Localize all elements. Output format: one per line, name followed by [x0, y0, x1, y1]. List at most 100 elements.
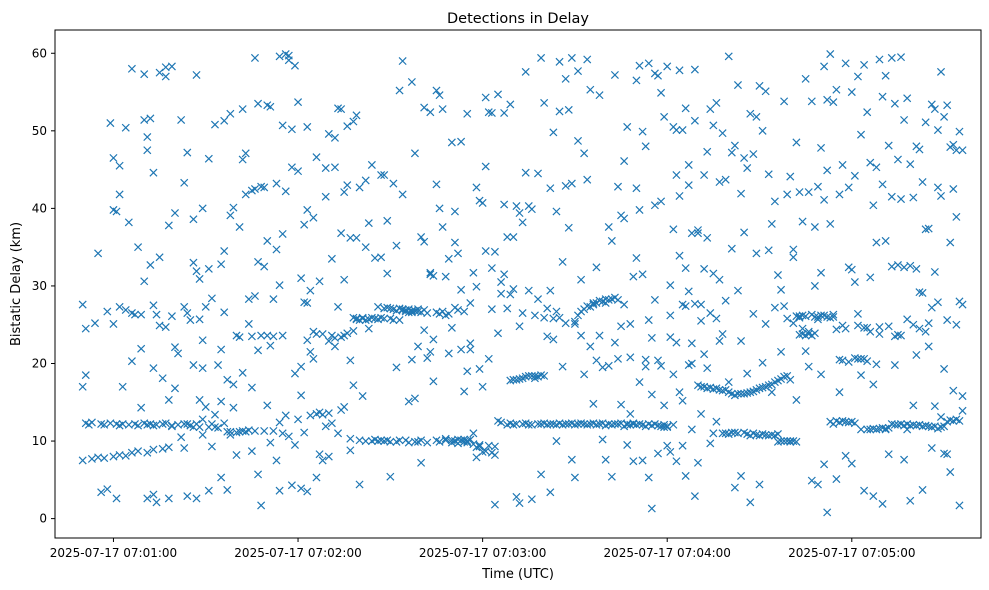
data-point [853, 309, 862, 318]
data-point [450, 207, 459, 216]
data-point [777, 437, 786, 446]
data-point [383, 303, 392, 312]
data-point [718, 386, 727, 395]
data-point [552, 207, 561, 216]
data-point [180, 419, 189, 429]
data-point [161, 72, 170, 81]
data-point [724, 52, 733, 61]
data-point [952, 320, 961, 329]
data-point [220, 308, 229, 317]
data-point [758, 358, 767, 367]
data-point [309, 213, 318, 222]
data-point [860, 60, 869, 69]
data-point [626, 319, 635, 328]
data-point [121, 451, 130, 460]
data-point [721, 175, 730, 184]
data-point [377, 436, 386, 445]
data-point [940, 364, 949, 373]
data-point [841, 324, 850, 333]
data-point [887, 262, 896, 271]
data-point [567, 53, 576, 62]
x-tick-label: 2025-07-17 07:02:00 [234, 546, 361, 560]
data-point [601, 295, 610, 304]
data-point [936, 67, 946, 76]
data-point [435, 91, 444, 100]
data-point [860, 323, 869, 332]
data-point [447, 138, 456, 147]
data-point [506, 290, 515, 299]
data-point [573, 136, 583, 145]
data-point [346, 434, 355, 443]
data-point [817, 311, 826, 320]
data-point [349, 326, 358, 335]
data-point [327, 254, 336, 263]
data-point [638, 127, 647, 136]
data-point [626, 409, 635, 418]
data-point [573, 419, 583, 429]
data-point [829, 98, 838, 107]
data-point [958, 392, 967, 401]
data-point [832, 475, 841, 484]
data-point [330, 342, 339, 351]
data-point [675, 388, 684, 397]
data-point [407, 77, 416, 86]
data-point [355, 183, 364, 192]
data-point [183, 492, 192, 501]
data-point [927, 100, 936, 109]
data-point [675, 66, 684, 75]
data-point [254, 99, 263, 108]
data-point [324, 129, 333, 138]
data-point [638, 270, 647, 279]
data-point [672, 171, 681, 180]
data-point [838, 416, 847, 425]
data-point [561, 74, 570, 83]
data-point [327, 419, 336, 428]
data-point [527, 205, 536, 214]
data-point [377, 253, 386, 262]
data-point [235, 333, 244, 342]
data-point [706, 105, 715, 114]
data-point [755, 384, 764, 393]
data-point [607, 472, 616, 481]
data-point [537, 53, 546, 62]
x-tick-label: 2025-07-17 07:01:00 [50, 546, 177, 560]
data-point [484, 108, 493, 117]
data-point [380, 171, 389, 180]
data-point [217, 260, 226, 269]
data-point [266, 438, 275, 447]
data-point [853, 321, 862, 330]
data-point [287, 163, 296, 172]
data-point [389, 316, 398, 325]
data-point [450, 238, 459, 247]
data-point [137, 403, 146, 412]
data-point [340, 402, 349, 411]
data-point [207, 442, 216, 451]
data-point [490, 247, 499, 256]
data-point [250, 53, 259, 62]
data-point [721, 296, 730, 305]
data-point [681, 471, 690, 480]
data-point [758, 126, 767, 135]
data-point [361, 437, 370, 446]
data-point [164, 494, 173, 503]
data-point [669, 420, 678, 429]
data-point [890, 361, 899, 370]
data-point [250, 426, 259, 435]
data-point [933, 183, 942, 192]
data-point [644, 59, 653, 68]
data-point [955, 416, 964, 425]
data-point [278, 121, 287, 130]
data-point [340, 188, 349, 197]
data-point [795, 188, 804, 197]
data-point [487, 264, 496, 273]
data-point [183, 309, 192, 318]
data-point [703, 364, 712, 373]
data-point [712, 314, 721, 323]
data-point [743, 369, 752, 378]
data-point [297, 391, 306, 400]
data-point [887, 192, 896, 201]
data-point [290, 369, 299, 378]
data-point [958, 300, 967, 309]
data-markers [78, 50, 967, 517]
data-point [872, 238, 881, 247]
